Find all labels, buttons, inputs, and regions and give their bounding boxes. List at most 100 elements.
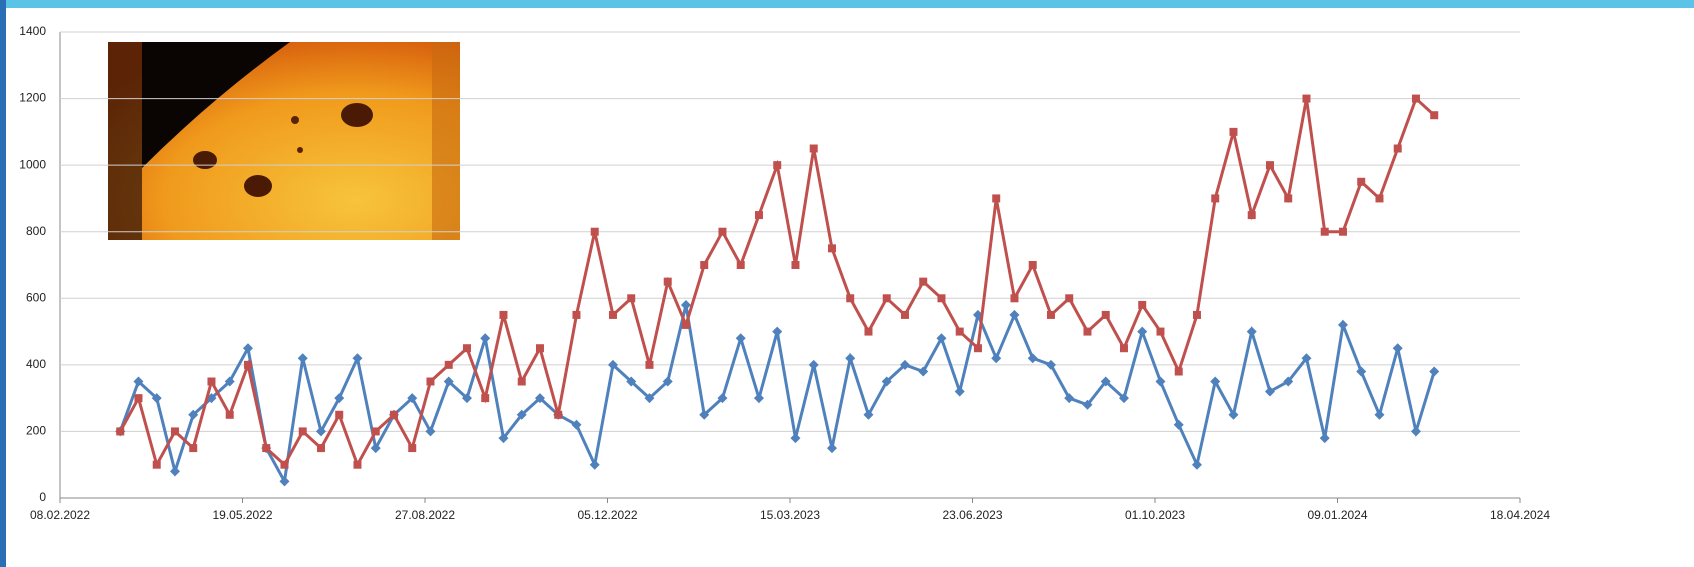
y-tick-label: 800 xyxy=(26,224,46,238)
marker xyxy=(846,294,855,303)
marker xyxy=(408,444,417,453)
marker xyxy=(644,393,655,404)
marker xyxy=(808,359,819,370)
marker xyxy=(936,333,947,344)
marker xyxy=(1192,310,1201,319)
x-tick-label: 15.03.2023 xyxy=(760,508,820,522)
marker xyxy=(1265,161,1274,170)
marker xyxy=(1430,111,1439,120)
marker xyxy=(791,261,800,269)
marker xyxy=(662,376,673,387)
marker xyxy=(1357,177,1366,186)
marker xyxy=(1156,327,1165,336)
marker xyxy=(992,194,1001,203)
marker xyxy=(590,227,599,236)
marker xyxy=(773,161,782,170)
marker xyxy=(224,376,235,387)
marker xyxy=(1375,194,1384,203)
x-tick-label: 05.12.2022 xyxy=(577,508,637,522)
marker xyxy=(881,376,892,387)
marker xyxy=(608,310,617,319)
y-tick-label: 400 xyxy=(26,357,46,371)
x-tick-label: 18.04.2024 xyxy=(1490,508,1550,522)
marker xyxy=(1173,419,1184,430)
sun-photo xyxy=(108,42,460,240)
marker xyxy=(554,410,563,419)
marker xyxy=(991,353,1002,364)
x-tick-label: 27.08.2022 xyxy=(395,508,455,522)
marker xyxy=(133,376,144,387)
marker xyxy=(371,427,380,436)
marker xyxy=(1191,459,1202,470)
marker xyxy=(899,359,910,370)
marker xyxy=(736,261,745,269)
marker xyxy=(626,376,637,387)
marker xyxy=(297,353,308,364)
marker xyxy=(1283,376,1294,387)
marker xyxy=(352,353,363,364)
x-tick-label: 09.01.2024 xyxy=(1307,508,1367,522)
marker xyxy=(1356,366,1367,377)
marker xyxy=(937,294,946,303)
marker xyxy=(900,310,909,319)
marker xyxy=(1338,227,1347,236)
marker xyxy=(242,343,253,354)
marker xyxy=(1228,409,1239,420)
marker xyxy=(973,344,982,353)
marker xyxy=(169,466,180,477)
y-tick-label: 200 xyxy=(26,424,46,438)
marker xyxy=(955,327,964,336)
y-tick-label: 600 xyxy=(26,290,46,304)
marker xyxy=(827,244,836,253)
left-bar xyxy=(0,0,6,567)
marker xyxy=(370,443,381,454)
marker xyxy=(790,433,801,444)
marker xyxy=(151,393,162,404)
marker xyxy=(517,377,526,386)
marker xyxy=(207,377,216,386)
marker xyxy=(1155,376,1166,387)
marker xyxy=(1411,94,1420,103)
marker xyxy=(754,211,763,220)
marker xyxy=(516,409,527,420)
marker xyxy=(1118,393,1129,404)
marker xyxy=(444,360,453,369)
y-tick-label: 0 xyxy=(39,490,46,504)
marker xyxy=(1429,366,1440,377)
marker xyxy=(462,344,471,353)
marker xyxy=(864,327,873,336)
marker xyxy=(1028,261,1037,269)
marker xyxy=(607,359,618,370)
marker xyxy=(243,360,252,369)
x-tick-label: 08.02.2022 xyxy=(30,508,90,522)
marker xyxy=(1392,343,1403,354)
marker xyxy=(1119,344,1128,353)
marker xyxy=(863,409,874,420)
marker xyxy=(316,444,325,453)
marker xyxy=(699,409,710,420)
marker xyxy=(353,460,362,469)
marker xyxy=(1101,310,1110,319)
marker xyxy=(1065,294,1074,303)
marker xyxy=(279,476,290,487)
x-tick-label: 19.05.2022 xyxy=(212,508,272,522)
marker xyxy=(1284,194,1293,203)
marker xyxy=(389,410,398,419)
marker xyxy=(1374,409,1385,420)
marker xyxy=(826,443,837,454)
marker xyxy=(1082,399,1093,410)
marker xyxy=(499,310,508,319)
marker xyxy=(426,377,435,386)
marker xyxy=(461,393,472,404)
marker xyxy=(335,410,344,419)
marker xyxy=(845,353,856,364)
marker xyxy=(334,393,345,404)
marker xyxy=(717,393,728,404)
marker xyxy=(954,386,965,397)
marker xyxy=(498,433,509,444)
marker xyxy=(571,419,582,430)
marker xyxy=(225,410,234,419)
marker xyxy=(170,427,179,436)
